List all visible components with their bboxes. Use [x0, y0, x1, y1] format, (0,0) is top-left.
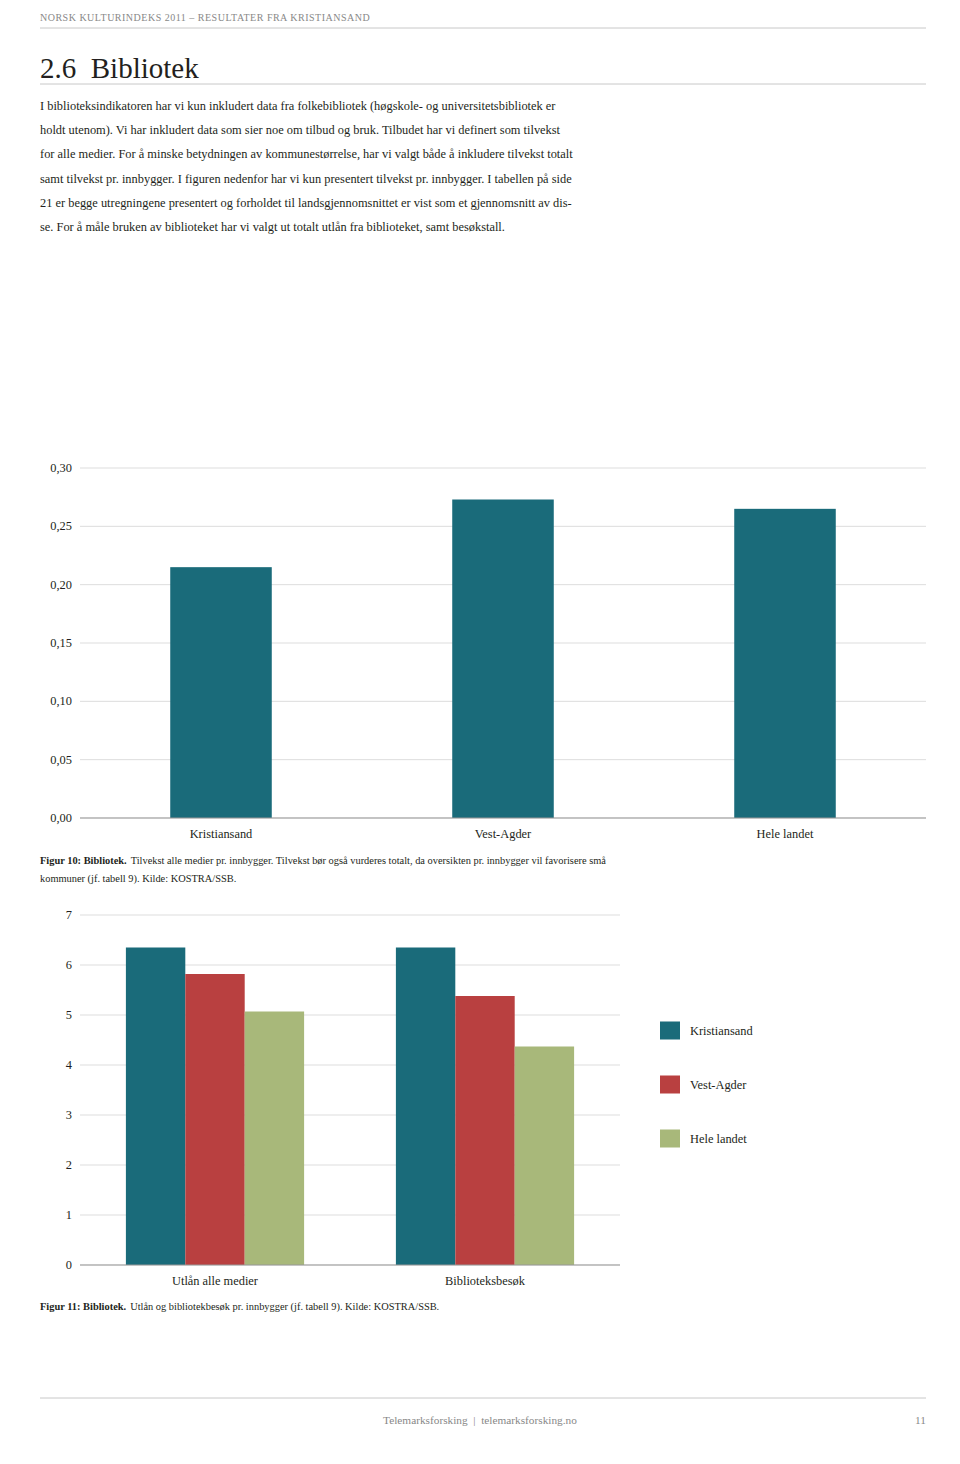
caption-bold: Figur 11: Bibliotek. [40, 1301, 127, 1312]
y-axis-line [80, 915, 81, 1265]
y-tick-label: 1 [66, 1208, 72, 1222]
x-tick-label: Vest-Agder [475, 827, 532, 841]
bar [170, 567, 272, 818]
caption: Figur 10: Bibliotek. Tilvekst alle medier… [40, 855, 606, 866]
bar [185, 974, 244, 1265]
x-axis-line [80, 1265, 620, 1266]
y-tick-label: 0,30 [50, 461, 72, 475]
caption: Figur 11: Bibliotek.Utlån og bibliotekbe… [40, 1301, 439, 1313]
x-tick-label: Utlån alle medier [172, 1274, 259, 1288]
page-header: NORSK KULTURINDEKS 2011 – RESULTATER FRA… [40, 12, 370, 23]
y-tick-label: 7 [66, 908, 72, 922]
x-axis-line [80, 818, 926, 819]
page-number: 11 [915, 1414, 926, 1426]
legend-label: Kristiansand [690, 1024, 753, 1038]
bar [734, 509, 836, 818]
bar [245, 1012, 304, 1266]
header-rule [40, 28, 926, 29]
y-tick-label: 5 [66, 1008, 72, 1022]
legend-swatch [660, 1022, 680, 1040]
caption-bold: Figur 10: Bibliotek. [40, 855, 127, 866]
bar [515, 1047, 574, 1266]
y-tick-label: 0,00 [50, 811, 72, 825]
legend: Kristiansand Vest-Agder Hele landet [660, 1022, 753, 1148]
bars [170, 500, 836, 819]
y-tick-label: 0 [66, 1258, 72, 1272]
footer-text: Telemarksforsking | telemarksforsking.no [383, 1414, 577, 1426]
y-tick-label: 3 [66, 1108, 72, 1122]
body-text: holdt utenom). Vi har inkludert data som… [40, 123, 561, 137]
bar [452, 500, 554, 819]
grid-line [80, 1265, 620, 1266]
legend-swatch [660, 1130, 680, 1148]
section-title: 2.6 Bibliotek [40, 52, 199, 84]
legend-label: Vest-Agder [690, 1078, 747, 1092]
y-tick-label: 0,05 [50, 753, 72, 767]
y-tick-label: 6 [66, 958, 72, 972]
body-text: 21 er begge utregningene presentert og f… [40, 196, 572, 210]
legend-label: Hele landet [690, 1132, 747, 1146]
caption-text: kommuner (jf. tabell 9). Kilde: KOSTRA/S… [40, 873, 236, 885]
caption-text: Tilvekst alle medier pr. innbygger. Tilv… [131, 855, 607, 866]
caption-text: Utlån og bibliotekbesøk pr. innbygger (j… [130, 1301, 439, 1313]
y-axis-line [80, 468, 81, 818]
background [0, 0, 960, 1464]
grid-line [80, 818, 926, 819]
y-tick-label: 2 [66, 1158, 72, 1172]
footer-rule [40, 1398, 926, 1399]
body-text: samt tilvekst pr. innbygger. I figuren n… [40, 172, 572, 186]
bar [126, 948, 185, 1266]
chart: 0 1 2 3 4 5 6 7 Utlån alle medier Biblioteksbesøk… [66, 908, 754, 1288]
bar [455, 996, 514, 1265]
body-text: for alle medier. For å minske betydninge… [40, 147, 573, 161]
page: NORSK KULTURINDEKS 2011 – RESULTATER FRA… [0, 0, 960, 1464]
y-tick-label: 4 [66, 1058, 72, 1072]
grid-line [80, 468, 926, 469]
bars [126, 948, 574, 1266]
grid-line [80, 915, 620, 916]
legend-swatch [660, 1076, 680, 1094]
chart: 0,00 0,05 0,10 0,15 0,20 0,25 0,30 Kristiansand… [50, 461, 926, 841]
x-tick-label: Kristiansand [190, 827, 253, 841]
x-tick-label: Hele landet [757, 827, 814, 841]
title-rule [40, 84, 926, 85]
y-tick-label: 0,20 [50, 578, 72, 592]
x-tick-label: Biblioteksbesøk [445, 1274, 526, 1288]
y-tick-label: 0,10 [50, 694, 72, 708]
y-tick-label: 0,15 [50, 636, 72, 650]
body-text: se. For å måle bruken av biblioteket har… [40, 220, 505, 234]
bar [396, 948, 455, 1266]
y-tick-label: 0,25 [50, 519, 72, 533]
body-text: I biblioteksindikatoren har vi kun inklu… [40, 99, 556, 113]
